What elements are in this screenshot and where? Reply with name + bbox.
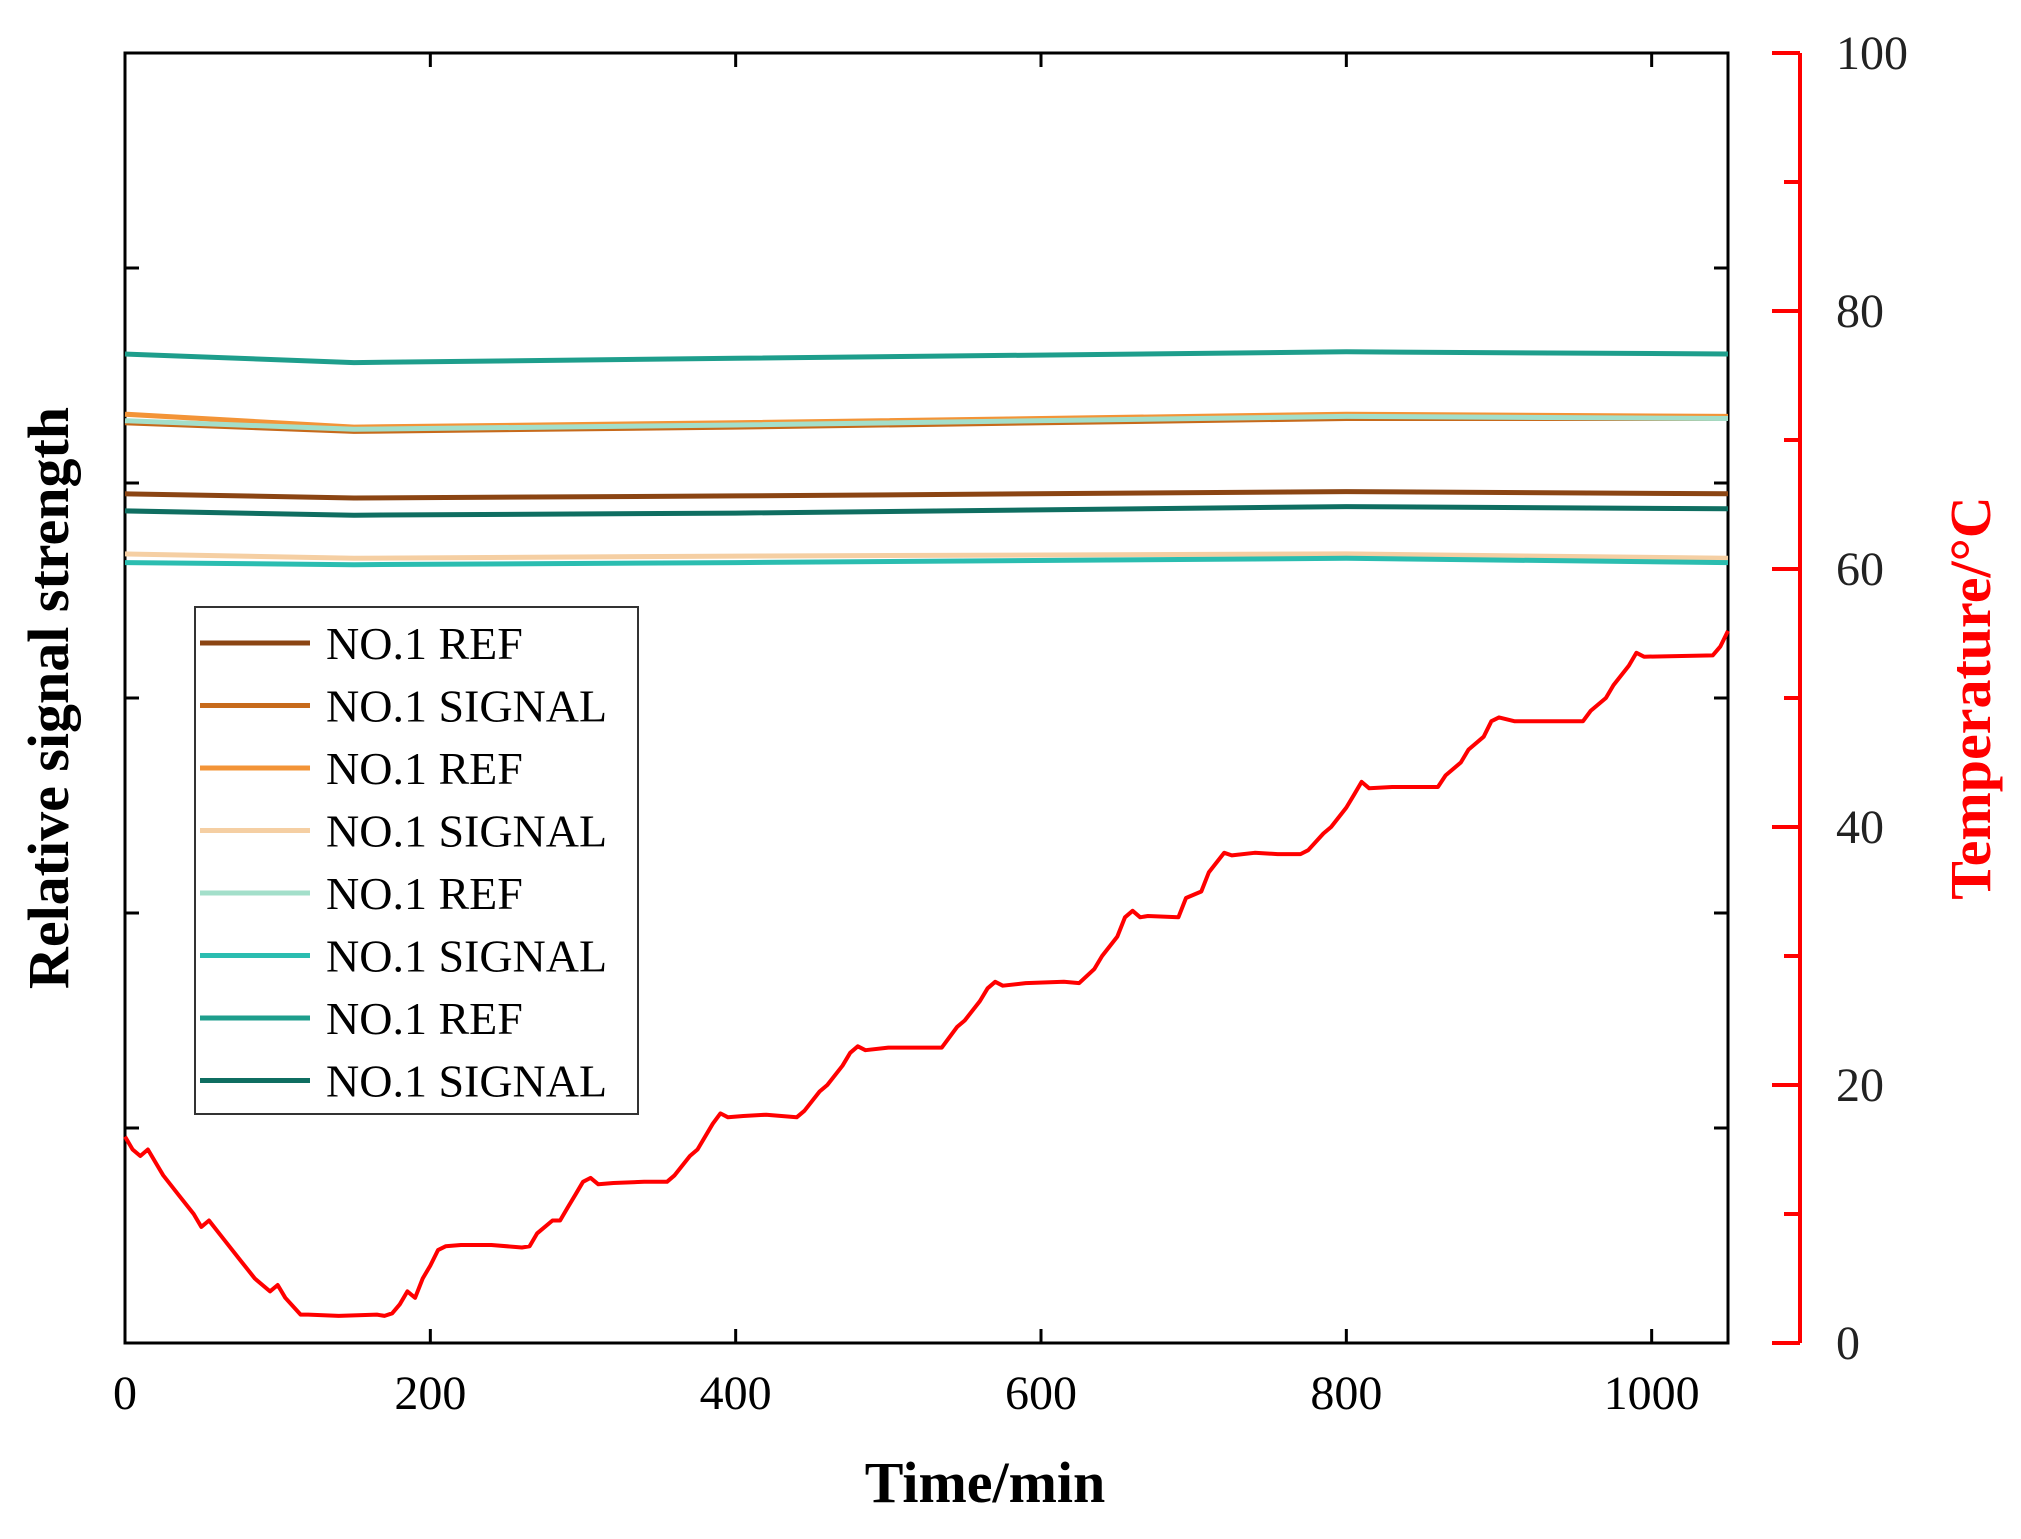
series-line-5 [124,413,1729,432]
x-tick-label: 0 [113,1367,137,1420]
x-tick-label: 600 [1005,1367,1077,1420]
right-tick-label: 80 [1836,285,1884,338]
series-line-1 [124,489,1729,501]
x-axis-title: Time/min [865,1450,1106,1515]
legend-label: NO.1 SIGNAL [326,681,607,732]
legend-label: NO.1 REF [326,743,523,794]
x-tick-label: 400 [700,1367,772,1420]
x-tick-label: 200 [394,1367,466,1420]
legend: NO.1 REF NO.1 SIGNAL NO.1 REF NO.1 SIGNAL NO… [194,606,639,1115]
series-line-8 [124,504,1729,518]
right-tick-label: 0 [1836,1317,1860,1370]
legend-box [194,606,639,1115]
series-layer [123,349,1730,1318]
right-axis-ticks: 0 20 40 60 80 100 [1772,27,1908,1370]
series-line-7 [124,349,1729,366]
legend-label: NO.1 REF [326,618,523,669]
x-tick-label: 1000 [1604,1367,1700,1420]
right-tick-label: 60 [1836,543,1884,596]
left-axis-ticks [125,266,1728,1130]
right-tick-label: 40 [1836,801,1884,854]
series-line-6 [124,555,1729,568]
right-axis-title: Temperature/°C [1938,496,2003,899]
legend-label: NO.1 REF [326,868,523,919]
left-axis-title: Relative signal strength [16,407,81,989]
legend-label: NO.1 SIGNAL [326,931,607,982]
legend-label: NO.1 REF [326,993,523,1044]
temperature-line [123,630,1730,1318]
legend-label: NO.1 SIGNAL [326,806,607,857]
legend-label: NO.1 SIGNAL [326,1056,607,1107]
right-tick-label: 20 [1836,1059,1884,1112]
x-axis-ticks: 0 200 400 600 800 1000 [113,53,1700,1420]
series-line-4 [124,551,1729,561]
x-tick-label: 800 [1310,1367,1382,1420]
legend-entries: NO.1 REF NO.1 SIGNAL NO.1 REF NO.1 SIGNAL NO… [200,618,607,1107]
right-tick-label: 100 [1836,27,1908,80]
